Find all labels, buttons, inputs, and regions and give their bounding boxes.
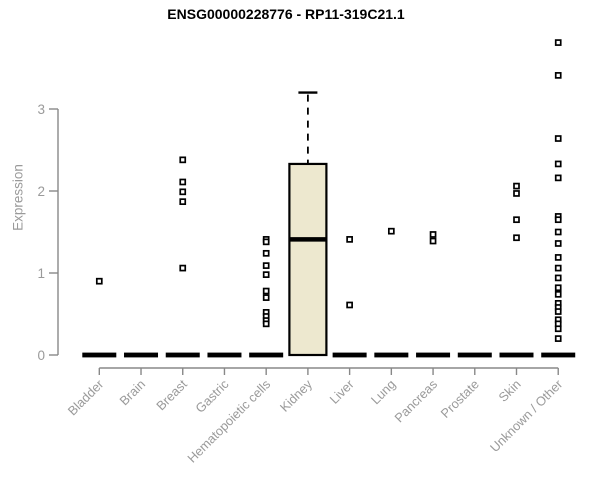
boxes [82,91,576,358]
y-tick-label: 3 [37,102,45,117]
outlier-point [346,236,353,243]
outlier-point [262,287,270,295]
outlier-point [554,274,562,282]
outlier-point [554,264,562,272]
collapsed-box-bar [374,352,409,358]
outlier-point [179,264,187,272]
category-label: Unknown / Other [487,376,566,455]
outlier-point [513,182,520,190]
collapsed-box-bar [82,352,117,358]
outlier-point [554,39,562,46]
collapsed-box-bar [416,352,451,358]
category-label: Brain [116,377,148,409]
outlier-point [262,249,270,257]
outlier-point [554,254,562,261]
outlier-point [429,231,437,238]
category-label: Kidney [277,376,316,415]
outlier-point [554,308,562,315]
outlier-point [554,325,562,333]
outlier-point [554,290,562,298]
box [288,162,328,357]
category-label: Bladder [65,376,107,418]
outlier-point [179,178,187,186]
outlier-point [554,240,562,247]
category-label: Skin [495,377,523,405]
outlier-point [262,262,270,269]
outlier-point [513,190,520,197]
y-tick-label: 2 [37,184,45,199]
outlier-point [346,301,353,309]
y-tick-label: 1 [37,266,45,281]
outlier-point [387,227,395,235]
y-tick-label: 0 [37,348,45,363]
outlier-point [513,234,520,242]
outlier-point [554,135,562,142]
category-label: Lung [368,377,399,408]
collapsed-box-bar [499,352,534,358]
category-label: Prostate [438,377,482,421]
collapsed-box-bar [457,352,492,358]
outlier-point [554,160,562,168]
outlier-point [554,72,562,79]
category-label: Liver [327,376,358,407]
collapsed-box-bar [249,352,284,358]
outlier-point [429,237,437,245]
category-label: Breast [153,376,190,413]
outliers [95,39,562,342]
collapsed-box-bar [165,352,200,358]
collapsed-box-bar [332,352,367,358]
outlier-point [262,238,270,246]
category-label: Gastric [192,376,232,416]
outlier-point [513,216,520,224]
outlier-point [179,198,187,206]
outlier-point [262,271,270,278]
collapsed-box-bar [207,352,242,358]
outlier-point [262,320,270,328]
outlier-point [554,284,562,292]
outlier-point [179,188,187,196]
outlier-point [262,294,270,301]
chart-title: ENSG00000228776 - RP11-319C21.1 [167,6,405,22]
outlier-point [554,335,562,342]
outlier-point [554,228,562,236]
category-label: Pancreas [391,377,440,426]
outlier-point [95,277,103,285]
collapsed-box-bar [124,352,159,358]
outlier-point [179,156,187,164]
collapsed-box-bar [541,352,576,358]
outlier-point [554,216,562,224]
outlier-point [554,174,562,182]
